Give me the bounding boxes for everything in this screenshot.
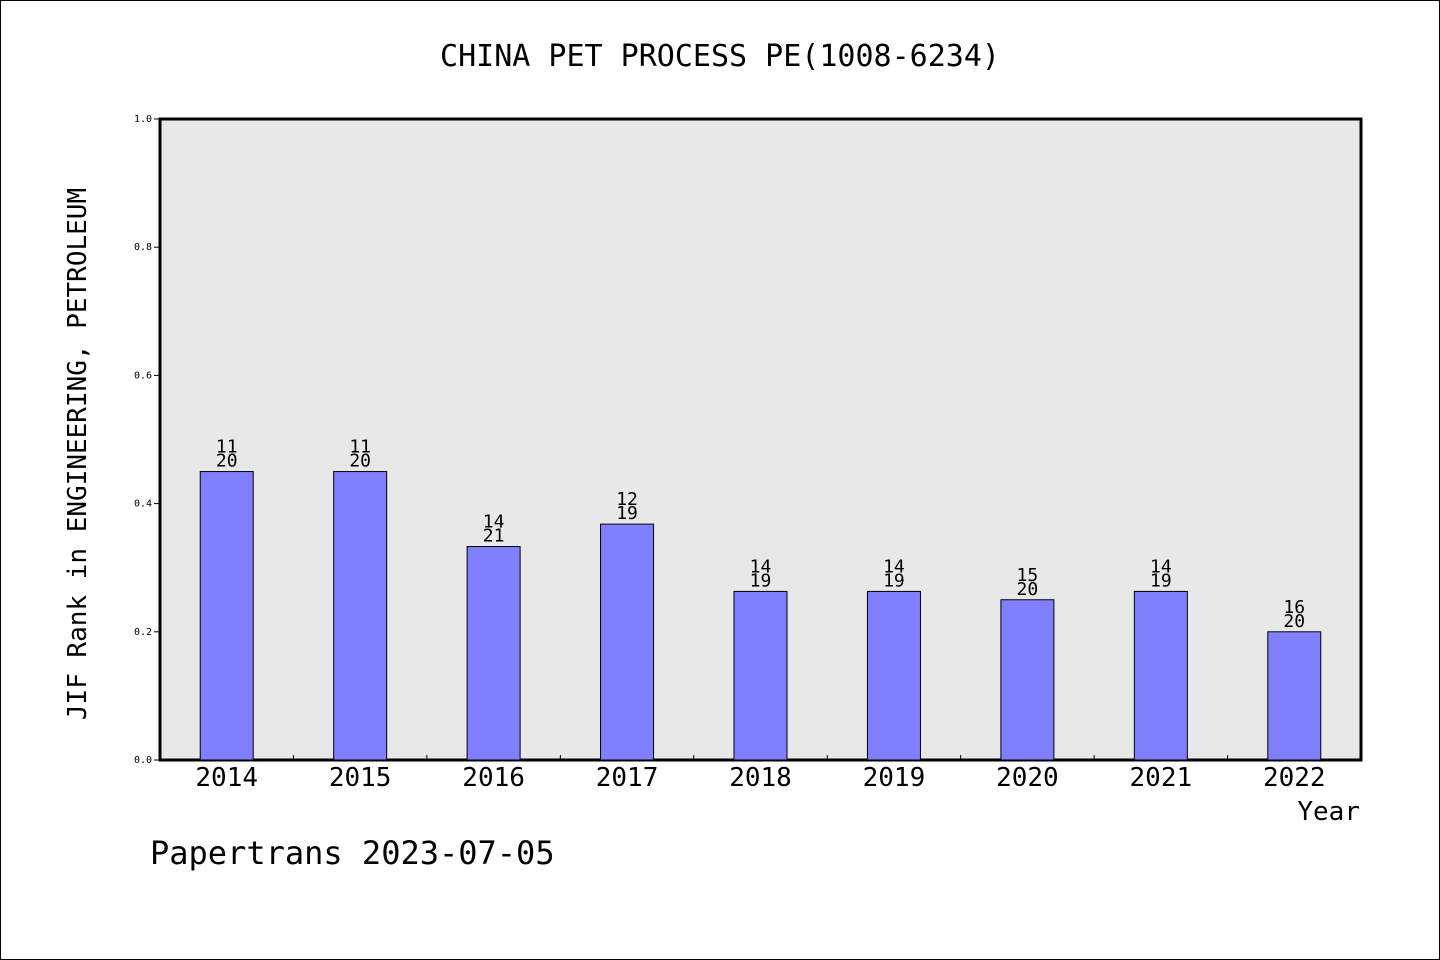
bar-label-total: 19 (883, 570, 905, 591)
bar (1133, 590, 1188, 761)
y-tick-label: 0.2 (134, 627, 152, 638)
x-tick-label: 2021 (1130, 763, 1193, 793)
bar-label-rank: 14 (483, 512, 505, 533)
bar-label-rank: 11 (216, 437, 238, 458)
x-tick-label: 2018 (729, 763, 792, 793)
x-axis-label: Year (1297, 797, 1360, 827)
y-axis-label: JIF Rank in ENGINEERING, PETROLEUM (63, 188, 93, 720)
bar-label-total: 20 (216, 451, 238, 472)
x-tick-label: 2014 (195, 763, 258, 793)
x-tick-label: 2015 (329, 763, 392, 793)
x-tick-label: 2017 (596, 763, 659, 793)
x-axis: 2014 2015 2016 2017 2018 2019 2020 2021 2022 (195, 755, 1326, 793)
bar-label-total: 20 (1017, 579, 1039, 600)
x-tick-label: 2016 (462, 763, 525, 793)
y-axis: 0.0 0.2 0.4 0.6 0.8 1.0 (134, 114, 160, 766)
bar-label-total: 19 (750, 570, 772, 591)
bar (333, 471, 388, 761)
bar (199, 471, 254, 761)
bar (866, 590, 921, 761)
bars (199, 471, 1322, 761)
bar-label-total: 20 (349, 451, 371, 472)
bar-label-rank: 16 (1283, 597, 1305, 618)
bar (466, 546, 521, 761)
bar-label-total: 21 (483, 526, 505, 547)
bar (1000, 599, 1055, 761)
x-tick-label: 2022 (1263, 763, 1326, 793)
bar (600, 523, 655, 761)
bar-label-total: 19 (616, 503, 638, 524)
bar (1267, 631, 1322, 761)
y-tick-label: 0.0 (134, 755, 152, 766)
chart-title: CHINA PET PROCESS PE(1008-6234) (440, 39, 1000, 74)
bar-label-rank: 14 (750, 556, 772, 577)
bar-label-rank: 14 (1150, 556, 1172, 577)
footer-text: Papertrans 2023-07-05 (150, 834, 555, 872)
x-tick-label: 2020 (996, 763, 1059, 793)
y-tick-label: 0.8 (134, 242, 152, 253)
bar-label-rank: 14 (883, 556, 905, 577)
bar-label-total: 20 (1283, 611, 1305, 632)
bar-label-rank: 12 (616, 489, 638, 510)
y-tick-label: 0.4 (134, 499, 152, 510)
bar-label-total: 19 (1150, 570, 1172, 591)
y-tick-label: 1.0 (134, 114, 152, 125)
bar (733, 590, 788, 761)
y-tick-label: 0.6 (134, 370, 152, 381)
bar-label-rank: 11 (349, 437, 371, 458)
x-tick-label: 2019 (863, 763, 926, 793)
bar-label-rank: 15 (1017, 565, 1039, 586)
